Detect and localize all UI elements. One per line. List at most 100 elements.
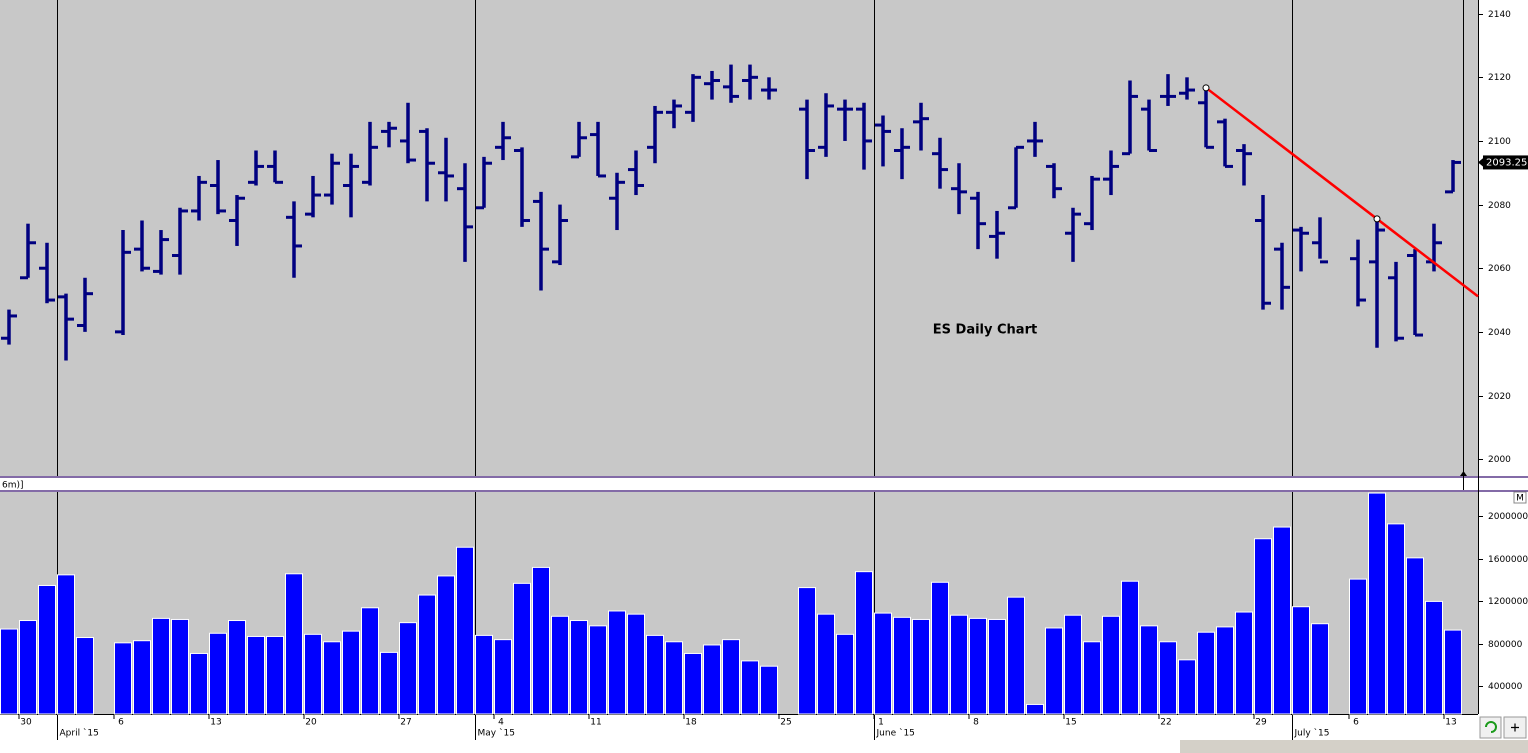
volume-bar (1387, 523, 1405, 715)
x-tick-label: 1 (878, 718, 884, 728)
x-tick-label: 15 (1065, 718, 1076, 728)
volume-bar (114, 642, 132, 715)
volume-bar (1102, 615, 1120, 715)
x-tick-label: 8 (973, 718, 979, 728)
x-tick-label: 27 (400, 718, 411, 728)
volume-bar (1406, 557, 1424, 715)
volume-bar (57, 574, 75, 715)
volume-bar (285, 573, 303, 715)
volume-bar (1064, 614, 1082, 715)
volume-bar (836, 633, 854, 715)
month-label: May `15 (478, 728, 515, 739)
volume-bar (893, 616, 911, 715)
axis-marker: M (1516, 494, 1524, 504)
volume-bar (760, 665, 778, 715)
volume-bar (418, 594, 436, 715)
y-tick-label: 2000 (1488, 455, 1511, 465)
y-tick-label: 2040 (1488, 328, 1511, 338)
volume-bar (703, 644, 721, 715)
volume-bar (665, 641, 683, 715)
y-tick-label: 800000 (1488, 640, 1523, 650)
y-tick-label: 1200000 (1488, 597, 1528, 607)
volume-bar (1425, 600, 1443, 715)
x-tick-label: 30 (20, 718, 32, 728)
volume-bar (1026, 703, 1044, 715)
x-tick-label: 29 (1255, 718, 1267, 728)
volume-bar (1045, 627, 1063, 715)
volume-bar (855, 571, 873, 715)
refresh-button[interactable] (1479, 716, 1502, 739)
volume-bar (171, 618, 189, 715)
separator (0, 477, 1528, 491)
volume-bar (988, 618, 1006, 715)
y-tick-label: 1600000 (1488, 555, 1528, 565)
volume-bar (931, 581, 949, 715)
volume-bar (1368, 492, 1386, 715)
price-panel (0, 0, 1478, 476)
volume-bar (1140, 625, 1158, 715)
volume-bar (494, 639, 512, 715)
refresh-icon (1485, 721, 1497, 733)
volume-bar (1292, 606, 1310, 715)
volume-bar (380, 651, 398, 715)
volume-bar (1444, 629, 1462, 715)
volume-bar (152, 617, 170, 715)
x-tick-label: 25 (780, 718, 791, 728)
volume-bar (475, 634, 493, 715)
x-tick-label: 13 (1445, 718, 1456, 728)
volume-bar (646, 634, 664, 715)
volume-bar (304, 633, 322, 715)
volume-bar (1235, 611, 1253, 715)
x-tick-label: 13 (210, 718, 221, 728)
volume-bar (874, 612, 892, 715)
volume-bar (76, 637, 94, 715)
volume-bar (1254, 538, 1272, 715)
trendline-anchor (1202, 84, 1210, 92)
volume-bar (912, 618, 930, 715)
y-tick-label: 2140 (1488, 10, 1511, 20)
y-tick-label: 400000 (1488, 682, 1523, 692)
volume-bar (950, 614, 968, 715)
volume-bar (342, 630, 360, 715)
volume-bar (570, 620, 588, 715)
volume-bar (456, 546, 474, 715)
y-tick-label: 2120 (1488, 73, 1511, 83)
volume-bar (722, 639, 740, 715)
chart-title: ES Daily Chart (933, 323, 1037, 338)
volume-bar (1273, 526, 1291, 715)
month-label: April `15 (60, 728, 99, 739)
panel-label: 6m)] (2, 481, 24, 491)
volume-bar (532, 566, 550, 715)
volume-bar (209, 632, 227, 715)
x-tick-label: 6 (1353, 718, 1359, 728)
volume-bar (627, 613, 645, 715)
volume-bar (513, 582, 531, 715)
volume-bar (437, 575, 455, 715)
volume-bar (1083, 641, 1101, 715)
volume-bar (38, 584, 56, 715)
volume-bar (1197, 631, 1215, 715)
y-tick-label: 2060 (1488, 264, 1511, 274)
volume-bar (399, 622, 417, 715)
volume-bar (133, 640, 151, 715)
volume-bar (741, 660, 759, 715)
scrollbar[interactable] (1180, 740, 1528, 753)
last-price-box (1483, 155, 1528, 170)
volume-bar (589, 625, 607, 715)
volume-bar (1007, 596, 1025, 715)
volume-bar (1349, 578, 1367, 715)
y-tick-label: 2080 (1488, 201, 1511, 211)
x-tick-label: 20 (305, 718, 317, 728)
axis-marker-box (1513, 491, 1527, 504)
volume-bar (1121, 580, 1139, 715)
x-tick-label: 18 (685, 718, 697, 728)
volume-bar (684, 652, 702, 715)
volume-bar (0, 628, 18, 715)
volume-bar (19, 620, 37, 715)
x-tick-label: 22 (1160, 718, 1171, 728)
volume-bar (608, 610, 626, 715)
volume-bar (323, 641, 341, 715)
volume-bar (969, 617, 987, 715)
